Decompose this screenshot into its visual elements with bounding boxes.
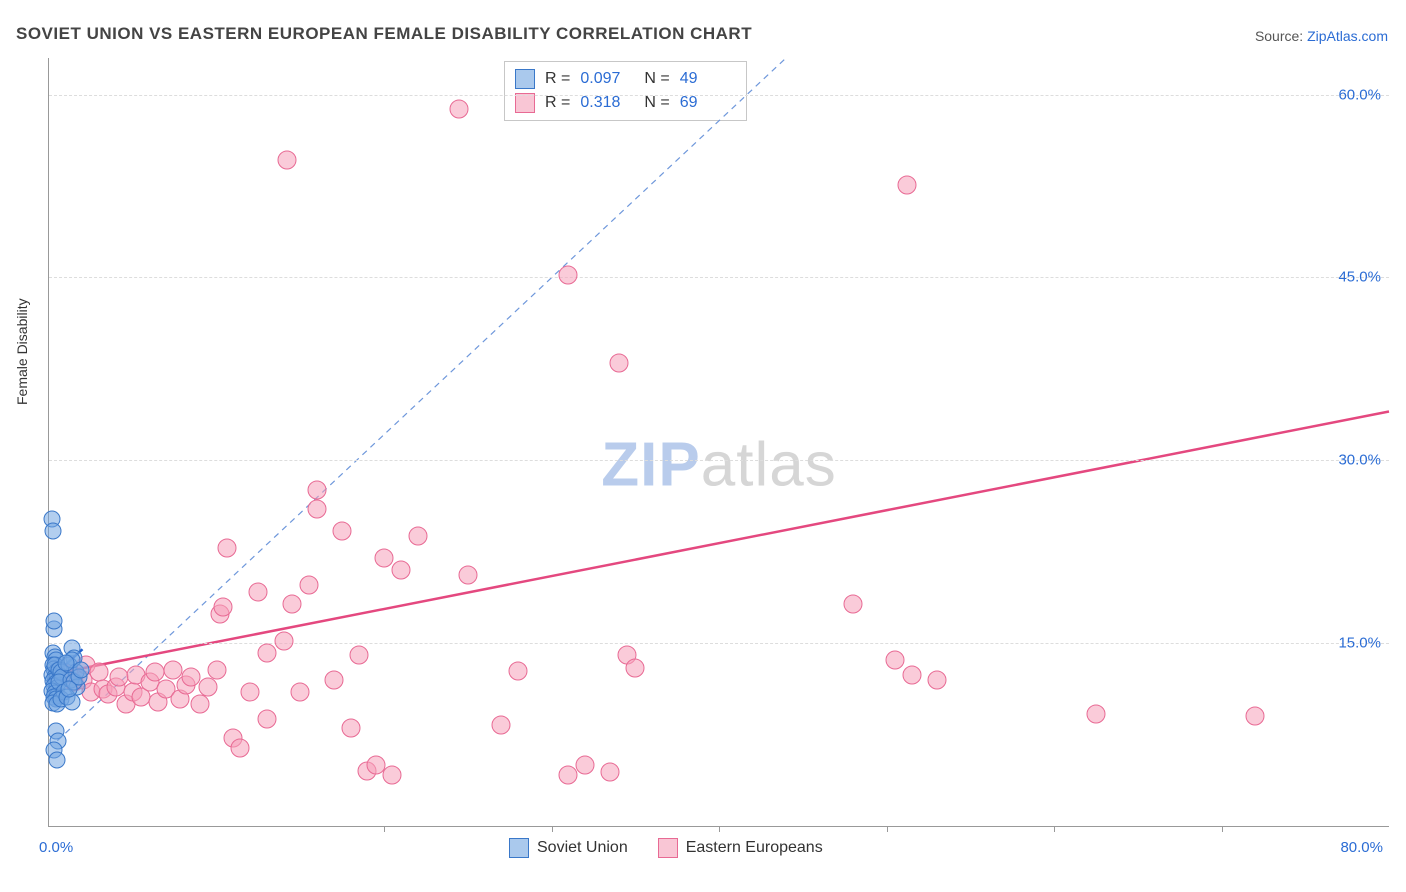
data-point	[609, 353, 628, 372]
scatter-plot-area: ZIPatlas 0.0% 80.0% R = 0.097 N = 49 R =…	[48, 58, 1389, 827]
legend-swatch-blue	[515, 69, 535, 89]
data-point	[190, 695, 209, 714]
data-point	[282, 595, 301, 614]
data-point	[308, 480, 327, 499]
data-point	[349, 646, 368, 665]
data-point	[902, 665, 921, 684]
chart-title: SOVIET UNION VS EASTERN EUROPEAN FEMALE …	[16, 24, 752, 44]
r-label: R =	[545, 70, 570, 88]
gridline-h	[49, 460, 1389, 461]
data-point	[277, 151, 296, 170]
x-axis-max-label: 80.0%	[1340, 839, 1383, 856]
r-value-soviet: 0.097	[580, 70, 634, 88]
data-point	[576, 756, 595, 775]
data-point	[257, 709, 276, 728]
data-point	[249, 582, 268, 601]
data-point	[375, 548, 394, 567]
gridline-h	[49, 277, 1389, 278]
y-axis-label: Female Disability	[14, 298, 30, 405]
data-point	[885, 651, 904, 670]
watermark: ZIPatlas	[601, 430, 836, 501]
source-link[interactable]: ZipAtlas.com	[1307, 28, 1388, 44]
data-point	[57, 654, 74, 671]
y-tick-label: 30.0%	[1338, 452, 1381, 469]
legend-label-soviet: Soviet Union	[537, 839, 628, 856]
data-point	[230, 738, 249, 757]
n-label: N =	[644, 94, 669, 112]
data-point	[458, 565, 477, 584]
data-point	[214, 597, 233, 616]
data-point	[559, 765, 578, 784]
legend-swatch-pink	[658, 838, 678, 858]
data-point	[408, 526, 427, 545]
data-point	[291, 682, 310, 701]
gridline-h	[49, 95, 1389, 96]
data-point	[72, 661, 89, 678]
legend-row-soviet: R = 0.097 N = 49	[515, 67, 734, 91]
r-label: R =	[545, 94, 570, 112]
data-point	[341, 719, 360, 738]
x-tick	[1222, 826, 1223, 832]
x-tick	[1054, 826, 1055, 832]
data-point	[927, 670, 946, 689]
gridline-h	[49, 643, 1389, 644]
data-point	[199, 678, 218, 697]
data-point	[601, 763, 620, 782]
source-label: Source:	[1255, 28, 1307, 44]
series-legend: Soviet Union Eastern Europeans	[509, 838, 823, 858]
data-point	[61, 681, 78, 698]
x-axis-min-label: 0.0%	[39, 839, 73, 856]
data-point	[1246, 707, 1265, 726]
legend-label-eastern: Eastern Europeans	[686, 839, 823, 856]
data-point	[90, 663, 109, 682]
watermark-atlas: atlas	[701, 431, 837, 500]
data-point	[217, 539, 236, 558]
data-point	[324, 670, 343, 689]
n-value-eastern: 69	[680, 94, 734, 112]
data-point	[559, 265, 578, 284]
legend-swatch-pink	[515, 93, 535, 113]
legend-item-soviet: Soviet Union	[509, 838, 628, 858]
watermark-zip: ZIP	[601, 431, 700, 500]
data-point	[145, 663, 164, 682]
data-point	[241, 682, 260, 701]
y-tick-label: 45.0%	[1338, 269, 1381, 286]
data-point	[391, 561, 410, 580]
n-label: N =	[644, 70, 669, 88]
y-tick-label: 15.0%	[1338, 635, 1381, 652]
data-point	[45, 522, 62, 539]
data-point	[626, 658, 645, 677]
legend-item-eastern: Eastern Europeans	[658, 838, 823, 858]
data-point	[383, 765, 402, 784]
data-point	[49, 752, 66, 769]
x-tick	[384, 826, 385, 832]
data-point	[257, 643, 276, 662]
data-point	[308, 500, 327, 519]
correlation-legend: R = 0.097 N = 49 R = 0.318 N = 69	[504, 61, 747, 121]
data-point	[897, 175, 916, 194]
data-point	[844, 595, 863, 614]
trend-lines	[49, 58, 1389, 826]
legend-swatch-blue	[509, 838, 529, 858]
data-point	[509, 662, 528, 681]
data-point	[207, 660, 226, 679]
y-tick-label: 60.0%	[1338, 86, 1381, 103]
x-tick	[552, 826, 553, 832]
n-value-soviet: 49	[680, 70, 734, 88]
source-attribution: Source: ZipAtlas.com	[1255, 28, 1388, 44]
x-tick	[719, 826, 720, 832]
x-tick	[887, 826, 888, 832]
data-point	[492, 715, 511, 734]
data-point	[274, 631, 293, 650]
data-point	[1086, 704, 1105, 723]
data-point	[333, 521, 352, 540]
r-value-eastern: 0.318	[580, 94, 634, 112]
data-point	[46, 613, 63, 630]
data-point	[299, 575, 318, 594]
data-point	[450, 100, 469, 119]
